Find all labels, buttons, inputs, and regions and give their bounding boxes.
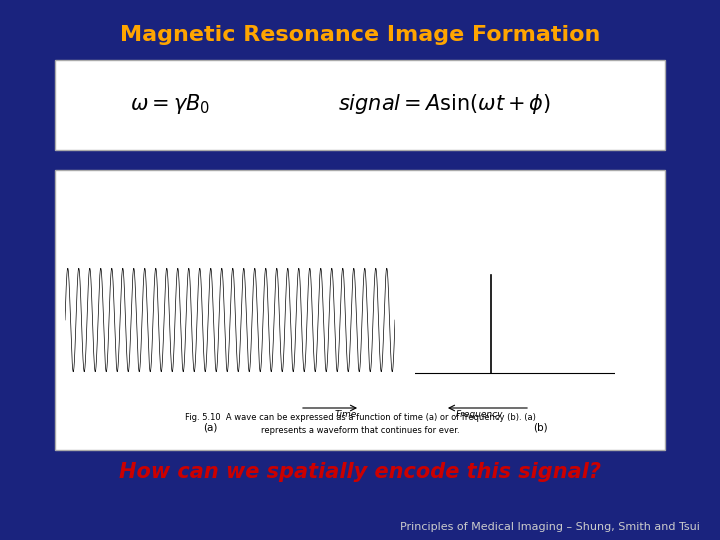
Text: $\omega = \gamma B_0$: $\omega = \gamma B_0$ xyxy=(130,92,210,116)
Text: represents a waveform that continues for ever.: represents a waveform that continues for… xyxy=(261,426,459,435)
Text: (a): (a) xyxy=(203,423,217,433)
Text: Fig. 5.10  A wave can be expressed as a function of time (a) or of frequency (b): Fig. 5.10 A wave can be expressed as a f… xyxy=(184,413,536,422)
Text: Frequency: Frequency xyxy=(456,410,504,419)
Bar xyxy=(55,170,665,450)
Text: Time: Time xyxy=(335,410,357,419)
Text: Magnetic Resonance Image Formation: Magnetic Resonance Image Formation xyxy=(120,25,600,45)
Text: Principles of Medical Imaging – Shung, Smith and Tsui: Principles of Medical Imaging – Shung, S… xyxy=(400,522,700,532)
Text: How can we spatially encode this signal?: How can we spatially encode this signal? xyxy=(119,462,601,482)
Bar xyxy=(55,60,665,150)
Text: $\mathit{signal} = A\sin(\omega t + \phi)$: $\mathit{signal} = A\sin(\omega t + \phi… xyxy=(338,92,552,116)
Text: (b): (b) xyxy=(533,423,547,433)
